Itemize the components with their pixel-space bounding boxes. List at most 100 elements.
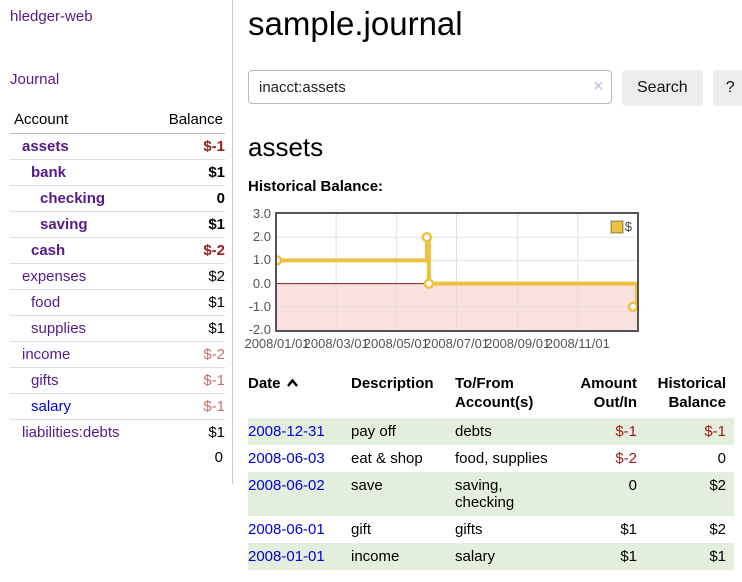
register-accounts-cell: saving, checking: [455, 477, 515, 511]
register-amount-cell: $1: [620, 521, 637, 538]
account-link[interactable]: cash: [31, 242, 66, 259]
transaction-date-link[interactable]: 2008-01-01: [248, 548, 325, 565]
help-button[interactable]: ?: [712, 70, 742, 106]
clear-search-icon[interactable]: ×: [593, 78, 603, 95]
account-name-cell: bank: [10, 159, 149, 186]
register-balance-cell: 0: [717, 450, 726, 467]
account-name-cell: expenses: [10, 263, 149, 290]
account-link[interactable]: food: [31, 294, 61, 311]
account-row: liabilities:debts $1: [10, 419, 225, 445]
register-accounts-cell: gifts: [455, 521, 483, 538]
account-link[interactable]: assets: [22, 138, 69, 155]
balance-chart-plot[interactable]: $: [275, 212, 639, 332]
account-row: bank $1: [10, 159, 225, 186]
account-link[interactable]: expenses: [22, 268, 87, 285]
y-axis-tick-label: -1.0: [248, 298, 271, 314]
account-balance: $1: [148, 419, 225, 445]
account-link[interactable]: checking: [40, 190, 106, 207]
x-axis-tick-label: 2008/07/01: [423, 336, 490, 351]
legend-label: $: [624, 219, 632, 234]
register-amount-cell: $1: [620, 548, 637, 565]
register-date-cell: 2008-12-31: [248, 418, 343, 445]
accounts-header-balance: Balance: [148, 107, 225, 134]
register-table: Date Description To/From Account(s) Amou…: [248, 372, 734, 570]
account-balance: $1: [148, 159, 225, 186]
register-amount-cell: 0: [628, 477, 637, 494]
main-content: sample.journal × Search ? assets Histori…: [233, 0, 742, 570]
register-description-cell: pay off: [351, 423, 396, 440]
account-row: assets $-1: [10, 134, 225, 160]
transaction-date-link[interactable]: 2008-06-03: [248, 450, 325, 467]
accounts-total-spacer: [10, 445, 149, 470]
sort-ascending-icon: [286, 378, 298, 387]
account-balance: $-1: [148, 367, 225, 394]
account-name-cell: salary: [10, 393, 149, 420]
account-link[interactable]: bank: [31, 164, 67, 181]
register-balance-cell: $2: [709, 477, 726, 494]
register-balance-cell: $-1: [704, 423, 726, 440]
page-title: sample.journal: [248, 5, 463, 42]
account-balance: $2: [148, 263, 225, 290]
x-axis-tick-label: 2008/01/01: [244, 336, 310, 351]
search-input[interactable]: [248, 70, 612, 104]
x-axis-tick-label: 2008/09/01: [485, 336, 551, 351]
y-axis-tick-label: 3.0: [252, 206, 271, 221]
account-link[interactable]: gifts: [31, 372, 59, 389]
account-row: income $-2: [10, 341, 225, 368]
accounts-total-value: 0: [214, 449, 223, 466]
x-axis-tick-label: 2008/05/01: [363, 336, 429, 351]
account-name-cell: food: [10, 289, 149, 316]
register-accounts-cell: salary: [455, 548, 496, 565]
register-date-cell: 2008-06-02: [248, 472, 343, 516]
y-axis-tick-label: -2.0: [248, 322, 271, 337]
account-balance: 0: [148, 185, 225, 212]
account-balance: $-2: [148, 237, 225, 264]
register-amount-cell: $-1: [615, 423, 637, 440]
register-header-amount: Amount Out/In: [580, 375, 637, 411]
account-link[interactable]: salary: [31, 398, 72, 415]
app-brand-link[interactable]: hledger-web: [10, 8, 93, 25]
search-button[interactable]: Search: [622, 70, 703, 106]
account-link[interactable]: liabilities:debts: [22, 424, 120, 441]
account-name-cell: liabilities:debts: [10, 419, 149, 445]
y-axis-tick-label: 2.0: [252, 229, 271, 245]
register-amount-cell: $-2: [615, 450, 637, 467]
register-accounts-cell: debts: [455, 423, 492, 440]
register-balance-cell: $1: [709, 548, 726, 565]
register-accounts-cell: food, supplies: [455, 450, 548, 467]
x-axis-tick-label: 2008/03/01: [303, 336, 369, 351]
account-balance: $-2: [148, 341, 225, 368]
legend-swatch-icon: [609, 219, 624, 234]
account-row: salary $-1: [10, 393, 225, 420]
accounts-table: Account Balance assets $-1 bank $1 checking 0…: [10, 107, 225, 470]
transaction-date-link[interactable]: 2008-12-31: [248, 423, 325, 440]
register-row: 2008-06-02 save saving, checking 0 $2: [248, 472, 734, 516]
account-link[interactable]: income: [22, 346, 71, 363]
register-header-description: Description: [351, 375, 434, 392]
sidebar-item-journal[interactable]: Journal: [10, 71, 60, 88]
register-date-cell: 2008-01-01: [248, 543, 343, 570]
register-row: 2008-06-03 eat & shop food, supplies $-2 0: [248, 445, 734, 472]
account-balance: $1: [148, 315, 225, 342]
account-link[interactable]: saving: [40, 216, 88, 233]
account-name-cell: supplies: [10, 315, 149, 342]
account-row: cash $-2: [10, 237, 225, 264]
register-description-cell: eat & shop: [351, 450, 423, 467]
register-header-date[interactable]: Date: [248, 372, 343, 418]
account-name-cell: assets: [10, 134, 149, 160]
register-date-cell: 2008-06-03: [248, 445, 343, 472]
sidebar: hledger-web Journal Account Balance asse…: [0, 0, 233, 484]
page: hledger-web Journal Account Balance asse…: [0, 0, 742, 570]
account-balance: $-1: [203, 138, 225, 155]
transaction-date-link[interactable]: 2008-06-01: [248, 521, 325, 538]
transaction-date-link[interactable]: 2008-06-02: [248, 477, 325, 494]
account-link[interactable]: supplies: [31, 320, 87, 337]
search-form: × Search ?: [248, 70, 742, 106]
account-row: food $1: [10, 289, 225, 316]
account-name-cell: checking: [10, 185, 149, 212]
account-name-cell: saving: [10, 211, 149, 238]
register-description-cell: gift: [351, 521, 372, 538]
register-balance-cell: $2: [709, 521, 726, 538]
account-balance: $1: [148, 211, 225, 238]
account-balance: $-1: [148, 393, 225, 420]
